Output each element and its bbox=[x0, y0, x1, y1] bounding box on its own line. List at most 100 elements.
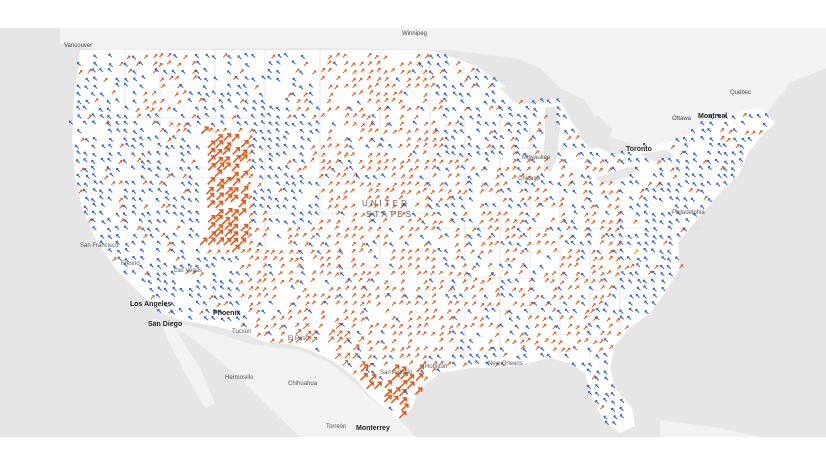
wind-arrow bbox=[325, 173, 330, 179]
wind-arrow bbox=[543, 114, 548, 119]
wind-arrow bbox=[342, 196, 347, 201]
wind-arrow bbox=[229, 301, 234, 306]
wind-arrow bbox=[91, 166, 96, 171]
wind-arrow bbox=[78, 70, 83, 75]
wind-arrow bbox=[167, 53, 172, 58]
wind-arrow bbox=[284, 53, 289, 58]
wind-arrow bbox=[599, 225, 604, 231]
wind-arrow bbox=[559, 295, 564, 300]
wind-arrow bbox=[268, 121, 273, 126]
wind-arrow bbox=[587, 227, 592, 232]
wind-arrow bbox=[500, 293, 506, 298]
wind-arrow bbox=[551, 271, 556, 276]
wind-arrow bbox=[205, 113, 210, 118]
wind-arrow bbox=[415, 227, 420, 232]
wind-arrow bbox=[406, 130, 411, 135]
wind-arrow bbox=[423, 323, 428, 328]
wind-arrow bbox=[220, 295, 225, 300]
wind-arrow bbox=[374, 323, 379, 328]
wind-arrow bbox=[359, 310, 364, 315]
wind-arrow bbox=[100, 157, 105, 162]
wind-arrow bbox=[451, 196, 456, 201]
wind-arrow bbox=[91, 198, 96, 203]
wind-arrow bbox=[423, 142, 428, 147]
wind-arrow bbox=[175, 256, 180, 261]
wind-arrow bbox=[644, 228, 649, 233]
wind-arrow bbox=[375, 286, 380, 291]
wind-arrow bbox=[491, 233, 496, 238]
wind-arrow bbox=[366, 340, 372, 345]
wind-arrow bbox=[446, 309, 451, 314]
wind-arrow bbox=[589, 152, 594, 157]
wind-arrow bbox=[195, 210, 200, 216]
wind-arrow bbox=[347, 339, 352, 344]
wind-arrow bbox=[319, 241, 324, 246]
wind-arrow bbox=[181, 138, 186, 143]
wind-arrow bbox=[171, 241, 176, 247]
wind-arrow bbox=[407, 325, 412, 330]
wind-arrow bbox=[692, 182, 697, 187]
wind-arrow bbox=[308, 309, 313, 314]
wind-arrow bbox=[367, 153, 372, 158]
wind-arrow bbox=[470, 285, 475, 290]
wind-arrow bbox=[107, 218, 112, 223]
wind-arrow bbox=[248, 195, 253, 200]
wind-arrow bbox=[351, 323, 356, 328]
wind-arrow bbox=[443, 75, 448, 80]
wind-arrow bbox=[471, 265, 476, 270]
wind-arrow bbox=[280, 316, 285, 321]
wind-arrow bbox=[424, 137, 429, 142]
wind-arrow bbox=[353, 212, 358, 217]
wind-arrow bbox=[392, 129, 397, 134]
wind-arrow bbox=[352, 318, 357, 323]
wind-arrow bbox=[197, 91, 202, 96]
wind-arrow bbox=[494, 333, 499, 338]
wind-arrow bbox=[108, 53, 113, 58]
wind-arrow bbox=[100, 92, 105, 97]
wind-arrow bbox=[758, 130, 763, 135]
wind-arrow bbox=[584, 165, 589, 170]
wind-arrow bbox=[642, 142, 648, 148]
wind-arrow bbox=[262, 278, 267, 283]
wind-arrow bbox=[407, 218, 412, 223]
wind-arrow bbox=[599, 339, 604, 344]
wind-arrow bbox=[181, 240, 186, 245]
wind-arrow bbox=[455, 165, 460, 170]
wind-arrow bbox=[422, 77, 427, 83]
wind-arrow bbox=[188, 308, 193, 313]
wind-arrow bbox=[189, 288, 194, 293]
wind-arrow bbox=[391, 372, 400, 381]
wind-arrow bbox=[350, 188, 355, 193]
wind-arrow bbox=[723, 173, 728, 178]
wind-arrow bbox=[303, 92, 308, 97]
label-phoenix: Phoenix bbox=[213, 310, 241, 317]
wind-arrow bbox=[147, 151, 152, 156]
wind-arrow bbox=[328, 329, 335, 336]
wind-arrow bbox=[261, 309, 266, 314]
wind-arrow bbox=[108, 128, 113, 133]
wind-arrow bbox=[220, 317, 225, 322]
wind-arrow bbox=[644, 210, 649, 216]
wind-arrow bbox=[300, 218, 305, 223]
wind-arrow bbox=[440, 325, 445, 330]
wind-arrow bbox=[763, 122, 768, 128]
wind-arrow bbox=[422, 150, 427, 155]
wind-arrow bbox=[496, 106, 501, 111]
wind-arrow bbox=[343, 153, 349, 159]
wind-arrow bbox=[717, 142, 722, 148]
wind-arrow bbox=[459, 293, 464, 298]
wind-arrow bbox=[414, 202, 419, 207]
wind-arrow bbox=[375, 340, 380, 345]
wind-arrow bbox=[540, 98, 545, 103]
wind-arrow bbox=[132, 137, 137, 143]
wind-arrow bbox=[319, 270, 324, 275]
wind-arrow bbox=[616, 332, 621, 337]
wind-arrow bbox=[76, 92, 81, 97]
wind-arrow bbox=[610, 153, 615, 158]
wind-arrow bbox=[144, 106, 149, 111]
map-canvas[interactable]: Vancouver Winnipeg Québec Ottawa Montrea… bbox=[0, 28, 826, 437]
wind-arrow bbox=[351, 218, 356, 223]
wind-arrow bbox=[477, 114, 482, 119]
wind-arrow bbox=[350, 203, 355, 208]
wind-arrow bbox=[540, 347, 545, 352]
